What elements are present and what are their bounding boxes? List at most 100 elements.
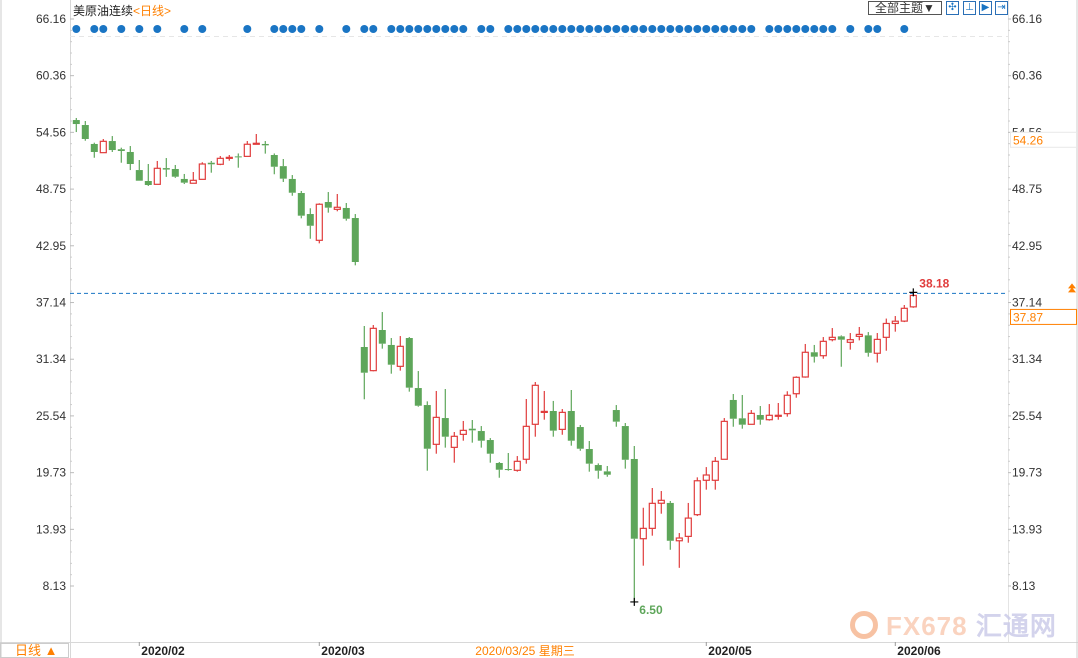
event-marker-dot: [360, 25, 369, 33]
y-tick-label-right: 60.36: [1012, 69, 1042, 83]
y-tick-label-right: 37.14: [1012, 296, 1042, 310]
candle: [261, 141, 269, 154]
play-step-icon[interactable]: ▶: [979, 1, 992, 15]
candle: [72, 117, 80, 133]
candle: [207, 160, 215, 173]
candle-body-up: [252, 142, 260, 145]
candle-body-up: [819, 340, 827, 357]
candle-body-down: [108, 141, 116, 151]
candle-body-up: [891, 320, 899, 325]
candle: [774, 402, 782, 420]
candle: [792, 376, 800, 398]
crosshair-icon[interactable]: ✣: [946, 1, 959, 15]
period-selector[interactable]: 日线 ▲: [0, 643, 69, 658]
candle-body-down: [810, 352, 818, 357]
y-tick-label-left: 66.16: [36, 12, 66, 26]
candle: [639, 507, 647, 566]
event-marker-dot: [792, 25, 801, 33]
candle: [90, 142, 98, 158]
candle: [675, 533, 683, 568]
min-marker-icon: [630, 597, 639, 606]
watermark-latin: FX678: [886, 611, 968, 641]
candle: [882, 318, 890, 351]
candle: [495, 462, 503, 478]
candle: [594, 463, 602, 479]
candle-body-down: [81, 125, 89, 139]
candle: [828, 328, 836, 342]
event-marker-dot: [594, 25, 603, 33]
candle: [360, 325, 368, 400]
candle: [684, 502, 692, 543]
candle: [180, 173, 188, 185]
instrument-name: 美原油连续: [73, 4, 134, 18]
candle: [333, 193, 341, 212]
event-marker-dot: [540, 25, 549, 33]
candle: [486, 438, 494, 463]
candle: [396, 336, 404, 371]
candle: [900, 304, 908, 323]
y-tick-label-right: 13.93: [1012, 522, 1042, 536]
candle: [729, 394, 737, 427]
event-marker-dot: [576, 25, 585, 33]
candle: [315, 203, 323, 244]
candle: [270, 153, 278, 175]
y-tick-label-left: 48.75: [36, 182, 66, 196]
event-marker-dot: [117, 25, 126, 33]
candle: [855, 326, 863, 341]
period-tag: <日线>: [133, 4, 172, 18]
event-marker-dot: [549, 25, 558, 33]
x-tick-label: 2020/05: [708, 644, 752, 658]
candle: [873, 333, 881, 363]
y-tick-label-left: 60.36: [36, 69, 66, 83]
exit-icon[interactable]: ⇥: [995, 1, 1008, 15]
candle: [603, 466, 611, 477]
event-marker-dot: [72, 25, 81, 33]
candle: [657, 491, 665, 514]
last-price-label: 37.87: [1013, 310, 1043, 324]
candle: [585, 441, 593, 472]
candle-body-down: [423, 405, 431, 449]
candle: [81, 121, 89, 141]
event-marker-dot: [153, 25, 162, 33]
candle: [540, 390, 548, 420]
candle: [378, 312, 386, 349]
candle: [558, 409, 566, 435]
last-price-box: [1010, 308, 1077, 325]
candle: [765, 404, 773, 421]
chart-overlay: 37.87 54.26 38.18 6.50: [70, 131, 1077, 617]
event-marker-dot: [369, 25, 378, 33]
event-marker-dot: [846, 25, 855, 33]
y-axis: 66.1666.1660.3660.3654.5654.5648.7548.75…: [36, 12, 1042, 593]
event-marker-dot: [441, 25, 450, 33]
event-marker-dot: [270, 25, 279, 33]
event-marker-dot: [765, 25, 774, 33]
candle-body-up: [216, 157, 224, 165]
y-tick-label-left: 31.34: [36, 352, 66, 366]
candle-body-down: [567, 411, 575, 441]
candle: [648, 487, 656, 536]
candle: [459, 420, 467, 441]
y-tick-label-right: 25.54: [1012, 409, 1042, 423]
candle: [837, 335, 845, 367]
candle-body-up: [369, 327, 377, 372]
candle: [576, 424, 584, 451]
candle: [846, 333, 854, 350]
event-marker-dot: [630, 25, 639, 33]
candle-body-down: [414, 388, 422, 406]
candle: [756, 406, 764, 425]
candle-body-down: [135, 170, 143, 181]
theme-dropdown[interactable]: 全部主题▼: [868, 1, 942, 15]
candle-body-up: [639, 527, 647, 540]
zoom-range-icon[interactable]: ⊥: [963, 1, 976, 15]
candle-body-down: [621, 426, 629, 460]
candle-body-up: [783, 394, 791, 415]
event-marker-dot: [585, 25, 594, 33]
candle-body-down: [477, 431, 485, 441]
event-marker-dot: [297, 25, 306, 33]
candle-body-up: [765, 414, 773, 421]
event-marker-dot: [621, 25, 630, 33]
candle-body-up: [657, 499, 665, 504]
candle: [477, 426, 485, 448]
event-marker-dot: [90, 25, 99, 33]
